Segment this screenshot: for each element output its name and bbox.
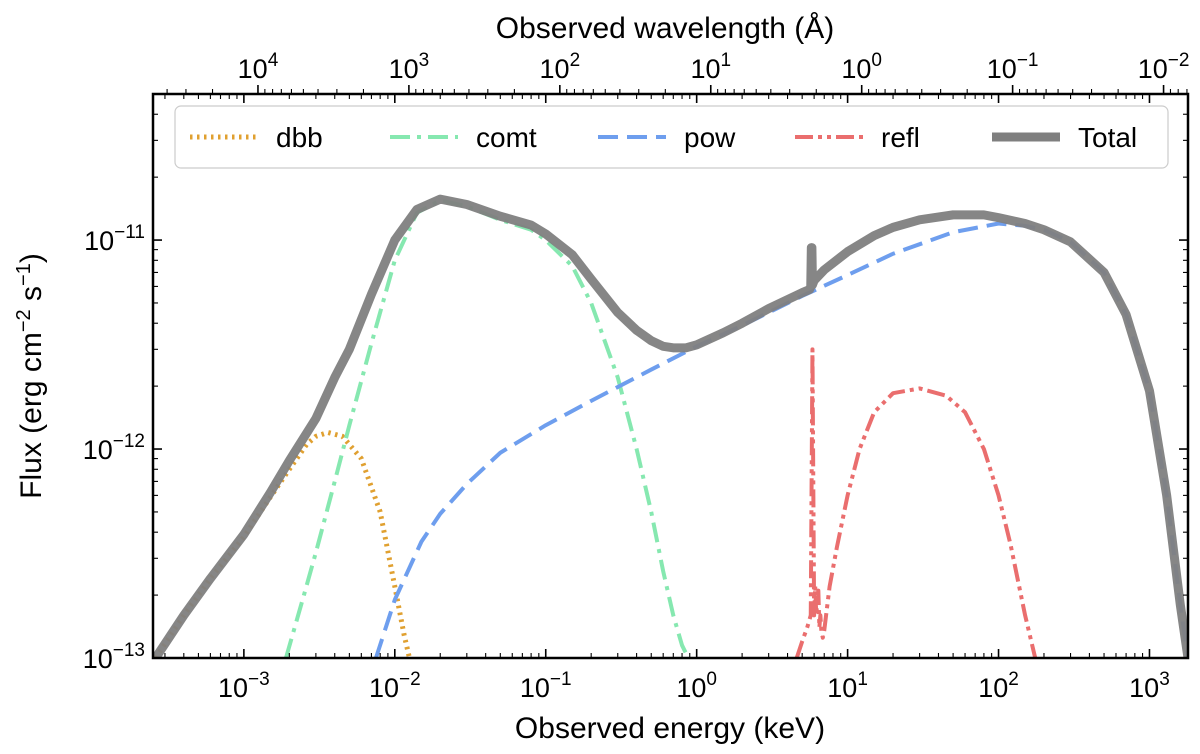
x-tick-label: 10−1 — [520, 669, 572, 703]
legend-label-comt: comt — [476, 122, 537, 153]
series-layer — [153, 194, 1188, 658]
y-tick-label: 10−13 — [83, 640, 145, 674]
top-tick-label: 10−2 — [1138, 50, 1190, 84]
top-tick-label: 103 — [389, 50, 430, 84]
legend-box — [174, 105, 1169, 169]
legend-label-refl: refl — [881, 122, 920, 153]
x-tick-label: 103 — [1129, 669, 1170, 703]
x-tick-label: 10−3 — [218, 669, 270, 703]
x-tick-label: 101 — [827, 669, 868, 703]
y-tick-label: 10−12 — [83, 431, 145, 465]
top-axis-label: Observed wavelength (Å) — [496, 12, 835, 45]
y-tick-label: 10−11 — [84, 222, 145, 256]
top-tick-label: 101 — [690, 50, 731, 84]
ticks-layer: 10−3 10−2 10−1 100 101 102 103 104 103 102 101 100 1… — [83, 50, 1190, 703]
x-tick-label: 102 — [978, 669, 1019, 703]
series-total-line — [153, 194, 1188, 658]
series-refl-line — [794, 347, 1038, 658]
legend-label-dbb: dbb — [276, 122, 323, 153]
x-tick-label: 10−2 — [369, 669, 421, 703]
top-tick-label: 104 — [238, 50, 279, 84]
plot-frame — [151, 92, 1190, 660]
x-axis-label: Observed energy (keV) — [515, 712, 825, 745]
x-tick-label: 100 — [676, 669, 717, 703]
y-axis-label: Flux (erg cm−2 s−1) — [13, 253, 48, 499]
legend-label-total: Total — [1078, 122, 1137, 153]
top-tick-label: 102 — [540, 50, 581, 84]
top-tick-label: 100 — [841, 50, 882, 84]
legend: dbb comt pow refl Total — [174, 105, 1169, 169]
top-tick-label: 10−1 — [987, 50, 1039, 84]
legend-label-pow: pow — [684, 122, 736, 153]
